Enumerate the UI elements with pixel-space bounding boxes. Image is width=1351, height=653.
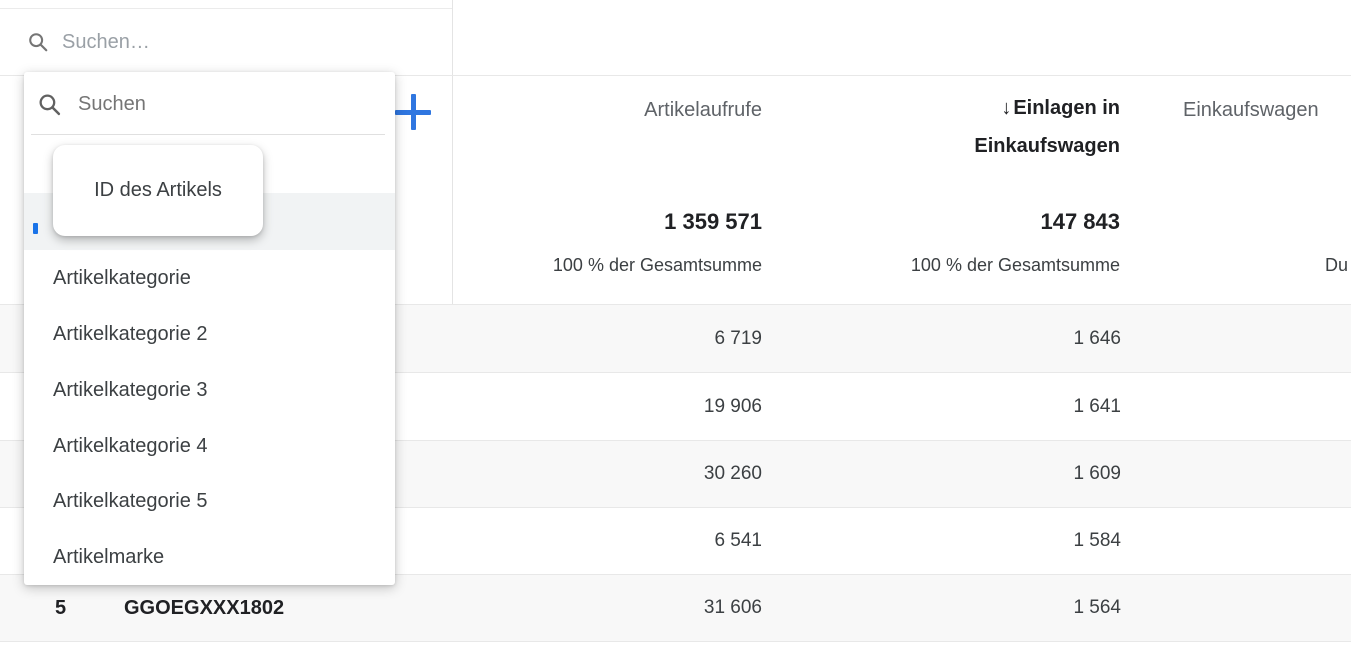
dimension-item[interactable]: Artikelmarke bbox=[53, 546, 165, 568]
dimension-item[interactable]: Artikelkategorie 4 bbox=[53, 435, 208, 457]
artikelaufrufe-value: 19 906 bbox=[703, 395, 762, 417]
search-icon bbox=[39, 94, 61, 116]
artikelaufrufe-value: 6 541 bbox=[714, 530, 762, 551]
table-row[interactable]: 5 GGOEGXXX1802 31 606 1 564 bbox=[0, 574, 1351, 641]
dimension-tooltip: ID des Artikels bbox=[53, 145, 263, 236]
header-top-border bbox=[0, 75, 1351, 76]
total-einlagen: 147 843 bbox=[1040, 209, 1120, 234]
dimension-item[interactable]: Artikelkategorie bbox=[53, 267, 191, 289]
total-third-column-clipped: Du bbox=[1325, 255, 1349, 275]
artikelaufrufe-value: 30 260 bbox=[703, 463, 762, 484]
table-row-partial bbox=[0, 641, 1351, 653]
dimension-item[interactable]: Artikelkategorie 3 bbox=[53, 379, 208, 401]
table-search-input[interactable] bbox=[62, 24, 432, 60]
einlagen-value: 1 564 bbox=[1073, 597, 1121, 618]
total-artikelaufrufe-share: 100 % der Gesamtsumme bbox=[552, 255, 762, 275]
dimension-item[interactable]: Artikelkategorie 2 bbox=[53, 323, 208, 345]
dimension-item[interactable]: Artikelkategorie 5 bbox=[53, 490, 208, 512]
plus-icon bbox=[411, 94, 416, 130]
row-index: 5 bbox=[55, 596, 67, 619]
einlagen-value: 1 584 bbox=[1073, 530, 1121, 551]
dropdown-divider bbox=[31, 134, 385, 135]
item-id-value: GGOEGXXX1802 bbox=[124, 596, 285, 619]
column-header-label: Einlagen in Einkaufswagen bbox=[974, 97, 1120, 157]
artikelaufrufe-value: 6 719 bbox=[714, 327, 762, 349]
column-header-einkaufswagen[interactable]: Einkaufswagen bbox=[1183, 99, 1319, 121]
total-einlagen-share: 100 % der Gesamtsumme bbox=[910, 255, 1120, 275]
column-header-artikelaufrufe[interactable]: Artikelaufrufe bbox=[644, 99, 762, 121]
sort-descending-icon: ↓ bbox=[1001, 97, 1012, 119]
add-column-button[interactable] bbox=[394, 93, 432, 131]
einlagen-value: 1 609 bbox=[1073, 463, 1121, 484]
selected-item-text-fragment bbox=[33, 223, 38, 234]
artikelaufrufe-value: 31 606 bbox=[703, 597, 762, 618]
top-divider bbox=[0, 8, 452, 9]
column-header-einlagen[interactable]: ↓ Einlagen in Einkaufswagen bbox=[888, 89, 1120, 165]
dimension-search-input[interactable] bbox=[78, 84, 378, 124]
einlagen-value: 1 646 bbox=[1073, 327, 1121, 349]
search-icon bbox=[29, 33, 48, 52]
einlagen-value: 1 641 bbox=[1073, 395, 1121, 417]
total-artikelaufrufe: 1 359 571 bbox=[664, 209, 762, 234]
